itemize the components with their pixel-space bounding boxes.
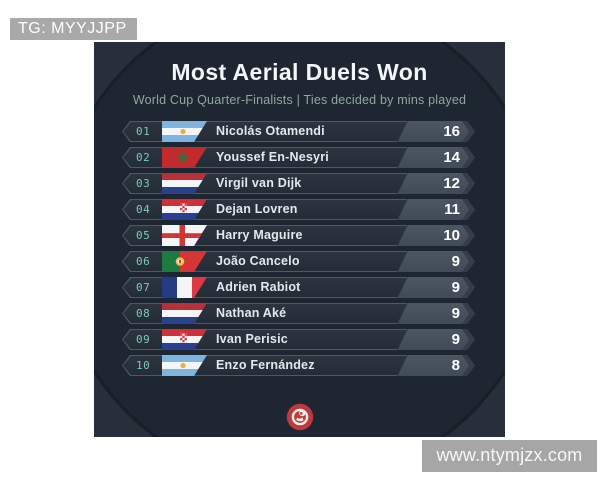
list-item: 03 Virgil van Dijk 12 [122,173,475,194]
row-background [123,252,474,271]
badge-body [397,277,469,298]
player-name: Virgil van Dijk [216,176,302,190]
badge-body [397,173,469,194]
value-badge: 8 [397,355,475,376]
list-item: 09 Ivan Perisic 9 [122,329,475,350]
list-item: 05 Harry Maguire 10 [122,225,475,246]
row-background [123,148,474,167]
flag-argentina-icon [162,355,207,376]
rank-label: 09 [136,333,151,346]
list-item: 10 Enzo Fernández 8 [122,355,475,376]
list-item: 06 João Cancelo 9 [122,251,475,272]
flag-argentina-icon [162,121,207,142]
player-name: João Cancelo [216,254,300,268]
row-background [123,304,474,323]
row-background [123,200,474,219]
player-name: Harry Maguire [216,228,303,242]
value-label: 9 [451,305,460,322]
value-label: 11 [444,201,460,218]
rank-label: 04 [136,203,151,216]
ranking-list: 01 Nicolás Otamendi 16 02 Youssef En-Nesyri 1… [122,121,475,381]
flag-england-icon [162,225,207,246]
value-badge: 16 [397,121,475,142]
badge-body [397,329,469,350]
value-label: 9 [451,331,460,348]
player-name: Nicolás Otamendi [216,124,325,138]
player-name: Youssef En-Nesyri [216,150,329,164]
flag-croatia-icon [162,199,207,220]
chart-title: Most Aerial Duels Won [171,59,428,85]
value-label: 16 [443,123,460,140]
value-label: 9 [451,253,460,270]
rank-label: 02 [136,151,151,164]
list-item: 04 Dejan Lovren 11 [122,199,475,220]
player-name: Adrien Rabiot [216,280,301,294]
rank-label: 05 [136,229,151,242]
site-watermark: www.ntymjzx.com [422,440,597,472]
value-label: 12 [443,175,460,192]
flag-netherlands-icon [162,173,207,194]
rank-label: 07 [136,281,151,294]
player-name: Nathan Aké [216,306,287,320]
value-label: 9 [451,279,460,296]
flag-morocco-icon [162,147,207,168]
rank-label: 08 [136,307,151,320]
flag-croatia-icon [162,329,207,350]
player-name: Enzo Fernández [216,358,315,372]
badge-body [397,121,469,142]
badge-body [397,147,469,168]
value-badge: 9 [397,277,475,298]
badge-body [397,225,469,246]
list-item: 02 Youssef En-Nesyri 14 [122,147,475,168]
row-background [123,278,474,297]
value-badge: 9 [397,251,475,272]
value-label: 8 [451,357,460,374]
rank-label: 03 [136,177,151,190]
flag-france-icon [162,277,207,298]
rank-label: 06 [136,255,151,268]
value-badge: 9 [397,329,475,350]
infographic-card: Most Aerial Duels Won World Cup Quarter-… [94,42,505,437]
row-background [123,174,474,193]
badge-body [397,199,469,220]
value-badge: 10 [397,225,475,246]
value-badge: 9 [397,303,475,324]
row-background [123,122,474,141]
rank-label: 01 [136,125,151,138]
value-badge: 11 [397,199,475,220]
row-background [123,356,474,375]
badge-body [397,251,469,272]
row-background [123,330,474,349]
row-background [123,226,474,245]
tg-channel-label: TG: MYYJJPP [10,18,137,40]
chart-subtitle: World Cup Quarter-Finalists | Ties decid… [132,93,467,107]
list-item: 01 Nicolás Otamendi 16 [122,121,475,142]
rank-label: 10 [136,359,151,372]
player-name: Dejan Lovren [216,202,298,216]
list-item: 07 Adrien Rabiot 9 [122,277,475,298]
badge-body [397,303,469,324]
brand-logo-icon [286,403,314,431]
value-label: 10 [443,227,460,244]
value-badge: 14 [397,147,475,168]
player-name: Ivan Perisic [216,332,288,346]
badge-body [397,355,469,376]
value-badge: 12 [397,173,475,194]
list-item: 08 Nathan Aké 9 [122,303,475,324]
value-label: 14 [443,149,460,166]
flag-netherlands-icon [162,303,207,324]
